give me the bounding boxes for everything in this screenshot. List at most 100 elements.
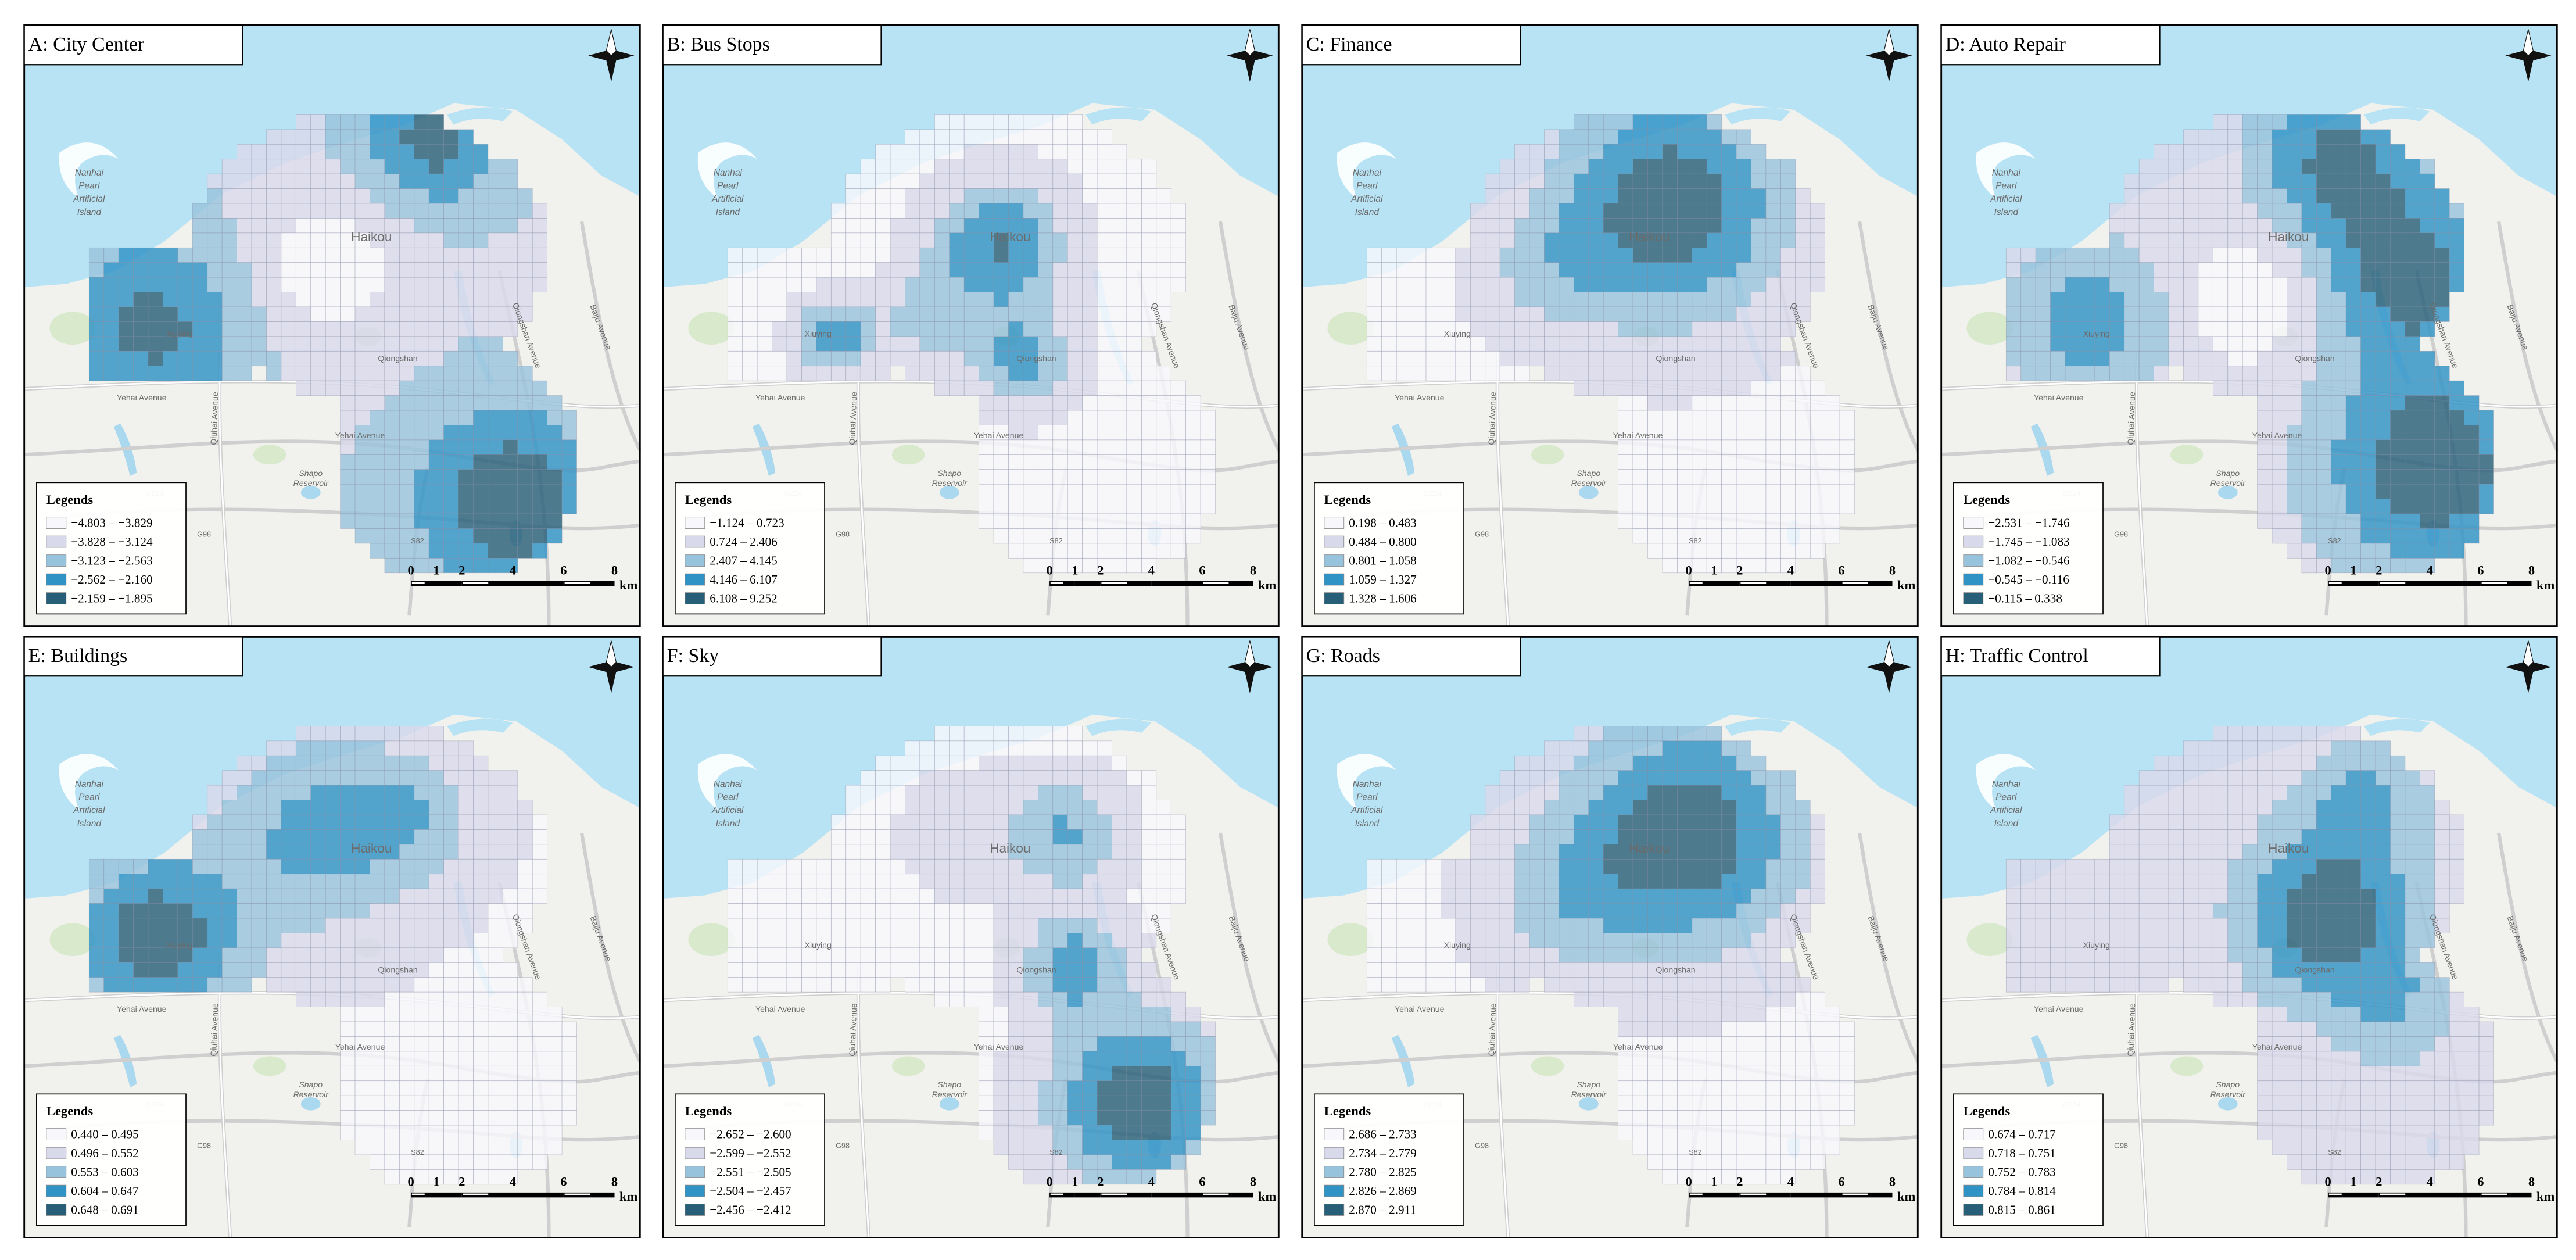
grid-cell [310, 903, 326, 919]
grid-cell [266, 977, 282, 993]
grid-cell [192, 829, 208, 845]
scale-label: 0 [1685, 1175, 1692, 1189]
grid-cell [2109, 962, 2125, 978]
grid-cell [1751, 306, 1767, 322]
grid-cell [2301, 306, 2317, 322]
grid-cell [919, 129, 935, 145]
grid-cell [2183, 814, 2199, 830]
grid-cell [905, 366, 920, 381]
grid-cell [2198, 366, 2213, 381]
grid-cell [1632, 247, 1648, 263]
grid-cell [1441, 336, 1456, 352]
grid-cell [1676, 425, 1693, 441]
grid-cell [1112, 1095, 1127, 1111]
grid-cell [1156, 188, 1171, 204]
grid-cell [1825, 1065, 1840, 1082]
grid-cell [2360, 410, 2376, 425]
grid-cell [1839, 1110, 1855, 1126]
grid-cell [1514, 947, 1530, 963]
grid-cell [1126, 962, 1142, 978]
grid-cell [118, 903, 134, 919]
grid-cell [2316, 336, 2332, 352]
grid-cell [1751, 528, 1767, 544]
grid-cell [414, 1051, 429, 1066]
grid-cell [473, 144, 489, 160]
grid-cell [2449, 469, 2465, 485]
grid-cell [1618, 277, 1633, 292]
grid-cell [1112, 277, 1127, 292]
grid-cell [875, 844, 891, 860]
grid-cell [1692, 785, 1707, 800]
grid-cell [2449, 262, 2465, 278]
grid-cell [1603, 991, 1618, 1007]
grid-cell [148, 903, 163, 919]
grid-cell [1097, 173, 1112, 189]
grid-cell [1366, 874, 1382, 889]
grid-cell [1067, 232, 1083, 248]
grid-cell [1366, 262, 1382, 278]
grid-cell [2375, 292, 2391, 307]
scale-segment-inner [1076, 1193, 1089, 1195]
grid-cell [428, 439, 444, 455]
grid-cell [295, 903, 311, 919]
grid-cell [860, 188, 876, 204]
grid-cell [1082, 380, 1098, 396]
scale-label: 0 [407, 1175, 414, 1189]
grid-cell [295, 188, 311, 204]
grid-cell [875, 858, 891, 875]
grid-cell [192, 977, 208, 993]
grid-cell [428, 962, 444, 978]
grid-cell [1052, 173, 1068, 189]
grid-cell [517, 425, 533, 441]
grid-cell [370, 410, 385, 425]
grid-cell [757, 292, 772, 307]
grid-cell [845, 336, 861, 352]
grid-cell [2138, 218, 2154, 234]
grid-cell [1529, 306, 1545, 322]
grid-cell [340, 218, 356, 234]
grid-cell [1008, 726, 1024, 742]
grid-cell [1381, 903, 1397, 919]
grid-cell [1706, 947, 1722, 963]
grid-cell [517, 977, 533, 993]
grid-cell [295, 991, 311, 1007]
grid-cell [192, 218, 208, 234]
grid-cell [443, 770, 459, 786]
grid-cell [2405, 439, 2420, 455]
grid-cell [1156, 499, 1171, 514]
grid-cell [1200, 1021, 1216, 1037]
grid-cell [428, 306, 444, 322]
legend-label: −1.082 – −0.546 [1988, 554, 2069, 568]
grid-cell [1200, 1036, 1216, 1052]
grid-cell [2434, 232, 2450, 248]
grid-cell [1008, 1007, 1024, 1022]
grid-cell [473, 1169, 489, 1185]
grid-cell [1706, 543, 1722, 559]
grid-cell [2154, 874, 2169, 889]
grid-cell [1008, 1110, 1024, 1126]
grid-cell [2434, 439, 2450, 455]
grid-cell [830, 306, 847, 322]
grid-cell [1067, 740, 1083, 756]
grid-cell [2420, 159, 2435, 174]
grid-cell [1662, 129, 1678, 145]
grid-cell [963, 844, 979, 860]
grid-cell [1632, 173, 1648, 189]
grid-cell [1126, 1154, 1142, 1170]
grid-cell [1470, 933, 1486, 948]
grid-cell [443, 1007, 459, 1022]
legend-title: Legends [1964, 492, 2011, 507]
grid-cell [2227, 380, 2243, 396]
grid-cell [2257, 203, 2273, 219]
grid-cell [1662, 114, 1678, 130]
grid-cell [2257, 144, 2273, 160]
grid-cell [816, 918, 832, 933]
grid-cell [532, 528, 548, 544]
grid-cell [118, 858, 134, 875]
grid-cell [1662, 557, 1678, 574]
grid-cell [1470, 888, 1486, 904]
grid-cell [532, 499, 548, 514]
grid-cell [993, 1080, 1009, 1096]
grid-cell [503, 218, 518, 234]
grid-cell [1662, 962, 1678, 978]
